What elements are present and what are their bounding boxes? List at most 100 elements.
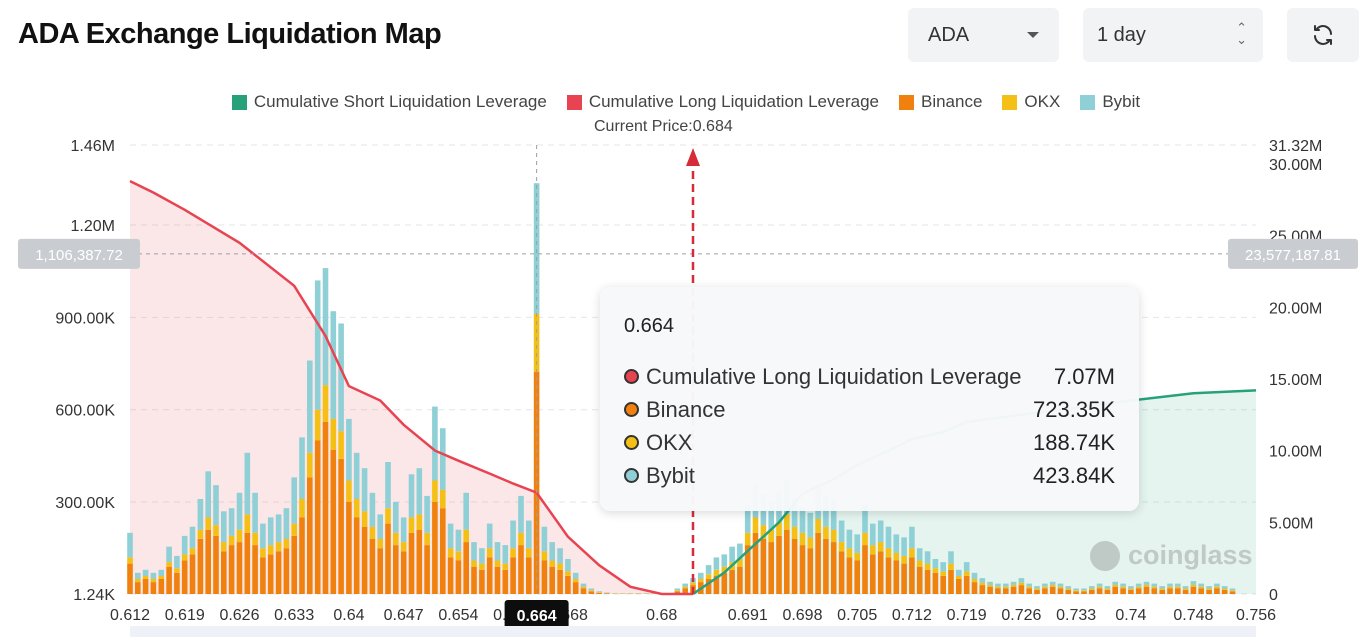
- bar-binance: [557, 569, 563, 594]
- bar-bybit: [596, 591, 602, 593]
- bar-okx: [424, 532, 430, 546]
- bar-bybit: [830, 499, 837, 530]
- tooltip-dot-icon: [624, 369, 639, 384]
- tooltip-row: OKX 188.74K: [624, 426, 1115, 459]
- bar-bybit: [932, 559, 939, 569]
- range-select[interactable]: 1 day ⌃ ⌄: [1083, 8, 1263, 62]
- bar-binance: [510, 557, 516, 594]
- bar-binance: [346, 502, 352, 594]
- bar-binance: [987, 586, 993, 594]
- bar-bybit: [1057, 583, 1064, 587]
- x-tick: 0.748: [1173, 607, 1213, 624]
- bar-bybit: [471, 542, 477, 561]
- bar-okx: [393, 532, 399, 546]
- bar-bybit: [181, 535, 188, 555]
- bar-okx: [893, 552, 900, 561]
- bar-okx: [252, 532, 258, 546]
- bar-okx: [557, 563, 563, 570]
- bar-bybit: [228, 508, 235, 536]
- bar-binance: [486, 557, 493, 594]
- refresh-button[interactable]: [1287, 8, 1359, 62]
- bar-binance: [877, 551, 884, 594]
- bar-bybit: [127, 532, 133, 558]
- bar-binance: [307, 477, 313, 594]
- bar-okx: [1042, 586, 1048, 589]
- bar-okx: [1112, 584, 1118, 587]
- bar-binance: [1120, 588, 1126, 594]
- bar-binance: [596, 592, 602, 594]
- bar-bybit: [526, 520, 532, 549]
- x-tick: 0.733: [1056, 607, 1096, 624]
- bar-binance: [353, 517, 360, 594]
- bar-okx: [432, 480, 438, 502]
- long-line: [129, 179, 693, 596]
- bar-binance: [393, 545, 399, 594]
- bar-binance: [776, 535, 782, 594]
- bar-bybit: [440, 428, 446, 490]
- bar-okx: [1026, 586, 1032, 589]
- bar-binance: [948, 569, 954, 594]
- bar-binance: [1182, 589, 1189, 594]
- bar-okx: [830, 529, 837, 542]
- bar-okx: [447, 548, 454, 558]
- legend-item-short[interactable]: Cumulative Short Liquidation Leverage: [231, 92, 547, 112]
- symbol-select[interactable]: ADA: [908, 8, 1059, 62]
- bar-bybit: [987, 581, 993, 585]
- bar-bybit: [1073, 588, 1079, 591]
- bar-binance: [150, 582, 157, 594]
- bar-bybit: [299, 437, 305, 499]
- x-tick: 0.654: [438, 607, 478, 624]
- bar-binance: [244, 532, 251, 594]
- range-select-value: 1 day: [1097, 23, 1146, 46]
- bar-bybit: [361, 468, 368, 512]
- bar-bybit: [1190, 581, 1197, 585]
- bar-bybit: [314, 280, 321, 410]
- bar-bybit: [682, 583, 688, 587]
- bar-okx: [471, 560, 477, 567]
- chart-scrollbar[interactable]: [130, 626, 1256, 637]
- bar-bybit: [588, 588, 595, 591]
- bar-bybit: [572, 572, 579, 579]
- bar-okx: [987, 584, 993, 587]
- bar-okx: [862, 532, 868, 546]
- bar-binance: [682, 588, 688, 594]
- bar-binance: [1018, 585, 1025, 594]
- bar-okx: [127, 557, 133, 564]
- legend-item-binance[interactable]: Binance: [898, 92, 982, 112]
- bar-binance: [158, 579, 165, 594]
- y-tick-right: 15.00M: [1269, 372, 1322, 389]
- bar-okx: [142, 575, 149, 579]
- bar-binance: [862, 545, 868, 594]
- bar-binance: [956, 579, 962, 594]
- bar-binance: [1135, 588, 1142, 594]
- bar-okx: [909, 548, 915, 558]
- bar-bybit: [1221, 586, 1228, 589]
- bar-bybit: [1206, 586, 1212, 589]
- bar-binance: [1167, 588, 1173, 594]
- bar-binance: [174, 572, 180, 594]
- tooltip-row: Binance 723.35K: [624, 393, 1115, 426]
- bar-bybit: [1120, 583, 1126, 587]
- bar-okx: [377, 539, 383, 549]
- bar-bybit: [408, 474, 415, 518]
- y-tick-right: 10.00M: [1269, 444, 1322, 461]
- bar-binance: [1003, 588, 1009, 594]
- x-tick: 0.619: [165, 607, 205, 624]
- bar-bybit: [838, 520, 845, 542]
- bar-binance: [909, 557, 915, 594]
- bar-binance: [1112, 586, 1118, 594]
- legend-item-long[interactable]: Cumulative Long Liquidation Leverage: [566, 92, 879, 112]
- bar-okx: [963, 571, 970, 576]
- bar-okx: [1221, 588, 1228, 590]
- x-tick: 0.633: [274, 607, 314, 624]
- bar-okx: [135, 579, 141, 583]
- legend-item-okx[interactable]: OKX: [1002, 92, 1060, 112]
- bar-binance: [744, 545, 751, 594]
- bar-okx: [1128, 588, 1134, 590]
- bar-bybit: [956, 569, 962, 576]
- updown-chevron-icon: ⌃ ⌄: [1236, 20, 1247, 47]
- bar-okx: [236, 529, 243, 542]
- bar-binance: [1065, 589, 1072, 594]
- legend-item-bybit[interactable]: Bybit: [1080, 92, 1140, 112]
